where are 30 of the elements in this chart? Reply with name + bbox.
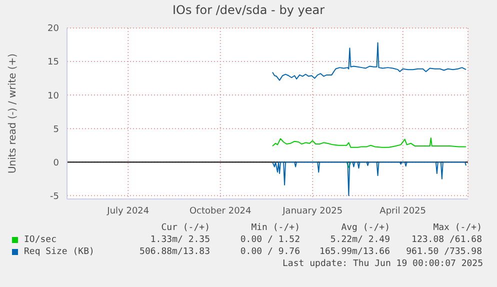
line-series (272, 137, 466, 148)
text: 1.33m/ 2.35 (149, 234, 210, 246)
y-tick-label: 0 (53, 158, 60, 168)
chart-title: IOs for /dev/sda - by year (171, 3, 326, 17)
text: 961.50 /735.98 (405, 246, 482, 258)
text: 0.00 / 1.52 (239, 234, 300, 246)
x-tick-label: April 2025 (380, 206, 426, 216)
line-series (272, 42, 466, 81)
y-tick-label: 15 (48, 58, 59, 68)
text: 0.00 / 9.76 (239, 246, 300, 258)
text: 5.22m/ 2.49 (329, 234, 390, 246)
y-tick-label: 5 (53, 124, 59, 135)
text: 165.99m/13.66 (318, 246, 390, 258)
legend-label: Req Size (KB) (23, 246, 96, 258)
y-tick-label: 20 (48, 24, 60, 34)
x-tick-label: July 2024 (106, 206, 150, 216)
text: Cur (-/+) (160, 222, 210, 234)
text: Min (-/+) (250, 222, 300, 234)
line-series (272, 162, 466, 196)
y-tick-label: -5 (50, 192, 59, 202)
text: 506.88m/13.83 (138, 246, 210, 258)
text: Last update: Thu Jun 19 00:00:07 2025 (282, 258, 484, 270)
text: Max (-/+) (432, 222, 482, 234)
text: Avg (-/+) (340, 222, 390, 234)
legend-label: IO/sec (23, 234, 58, 246)
x-tick-label: October 2024 (189, 206, 252, 216)
y-tick-label: 10 (48, 91, 60, 102)
y-axis-title: Units read (-) / write (+) (8, 53, 19, 174)
text: 123.08 /61.68 (410, 234, 482, 246)
x-tick-label: January 2025 (282, 206, 343, 216)
